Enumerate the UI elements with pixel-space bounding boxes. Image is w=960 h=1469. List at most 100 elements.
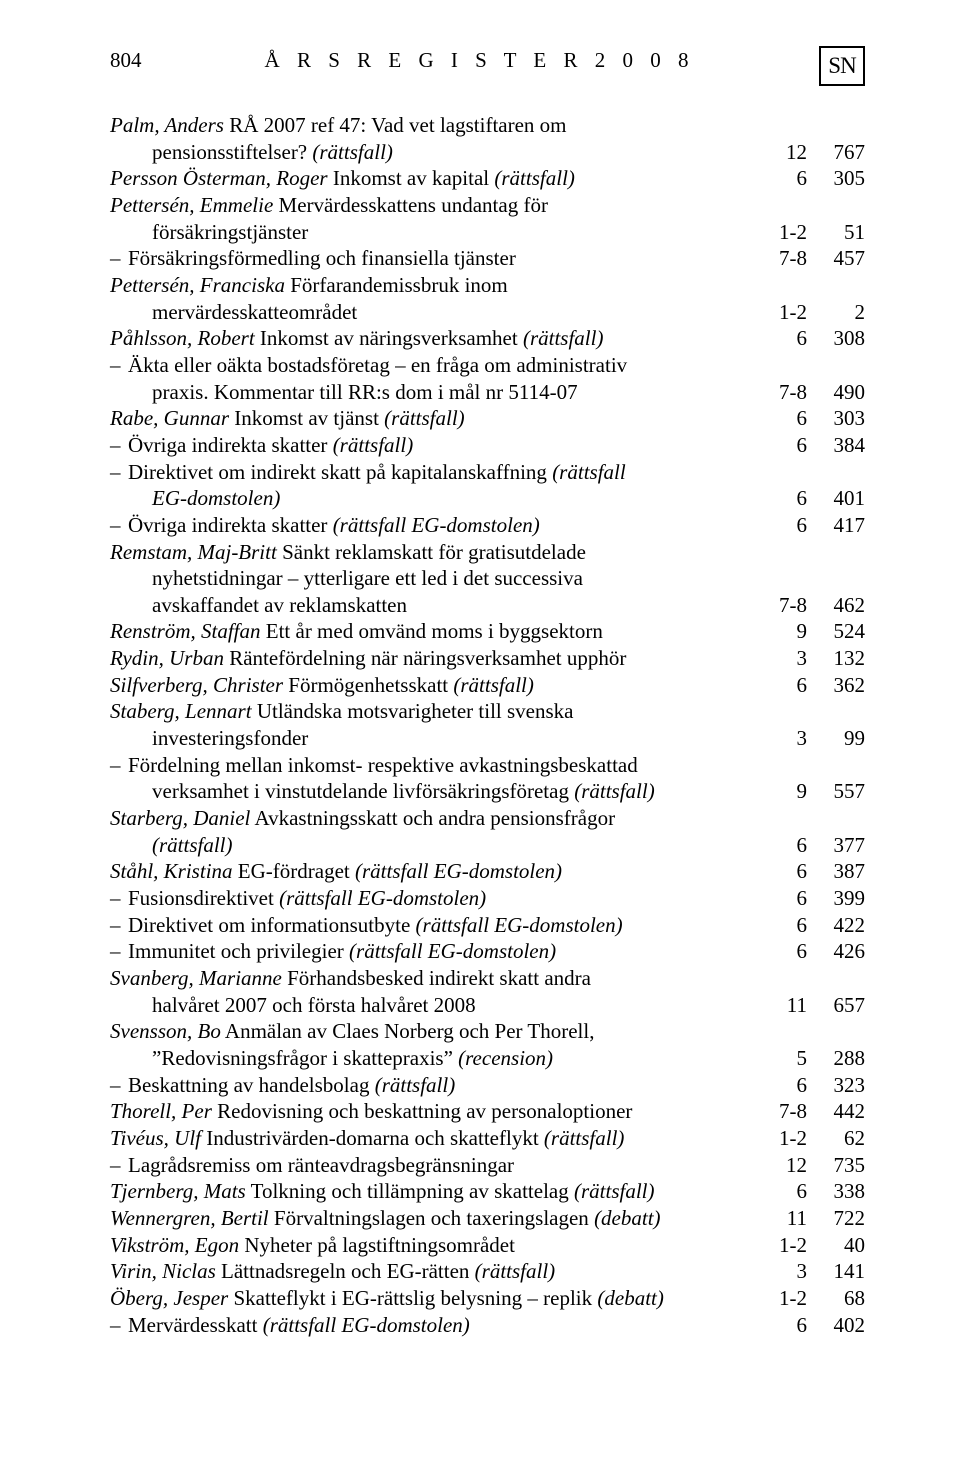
index-issue: 5 [749, 1045, 807, 1072]
index-row: Palm, Anders RÅ 2007 ref 47: Vad vet lag… [110, 112, 865, 139]
index-page: 2 [807, 299, 865, 326]
index-row: –Beskattning av handelsbolag (rättsfall)… [110, 1072, 865, 1099]
index-page: 141 [807, 1258, 865, 1285]
index-text: Thorell, Per Redovisning och beskattning… [110, 1098, 749, 1125]
index-row: Wennergren, Bertil Förvaltningslagen och… [110, 1205, 865, 1232]
index-text: Rydin, Urban Räntefördelning när närings… [110, 645, 749, 672]
index-row: Pettersén, Emmelie Mervärdesskattens und… [110, 192, 865, 219]
index-issue: 1-2 [749, 219, 807, 246]
index-row: Starberg, Daniel Avkastningsskatt och an… [110, 805, 865, 832]
index-issue: 6 [749, 405, 807, 432]
index-page: 524 [807, 618, 865, 645]
index-row: Renström, Staffan Ett år med omvänd moms… [110, 618, 865, 645]
index-page: 462 [807, 592, 865, 619]
index-row: Rydin, Urban Räntefördelning när närings… [110, 645, 865, 672]
index-issue: 3 [749, 645, 807, 672]
index-text: –Äkta eller oäkta bostadsföretag – en fr… [110, 352, 749, 379]
index-page: 722 [807, 1205, 865, 1232]
index-issue: 9 [749, 618, 807, 645]
index-text: Pettersén, Franciska Förfarandemissbruk … [110, 272, 749, 299]
index-text: Vikström, Egon Nyheter på lagstiftningso… [110, 1232, 749, 1259]
index-text: Starberg, Daniel Avkastningsskatt och an… [110, 805, 749, 832]
index-page: 767 [807, 139, 865, 166]
index-issue: 6 [749, 938, 807, 965]
index-page: 490 [807, 379, 865, 406]
index-page: 377 [807, 832, 865, 859]
index-issue: 6 [749, 1178, 807, 1205]
index-row: (rättsfall)6377 [110, 832, 865, 859]
index-text: Pettersén, Emmelie Mervärdesskattens und… [110, 192, 749, 219]
index-page: 323 [807, 1072, 865, 1099]
index-text: Silfverberg, Christer Förmögenhetsskatt … [110, 672, 749, 699]
index-row: –Äkta eller oäkta bostadsföretag – en fr… [110, 352, 865, 379]
index-row: Virin, Niclas Lättnadsregeln och EG-rätt… [110, 1258, 865, 1285]
index-text: Öberg, Jesper Skatteflykt i EG-rättslig … [110, 1285, 749, 1312]
index-row: –Mervärdesskatt (rättsfall EG-domstolen)… [110, 1312, 865, 1339]
index-row: –Övriga indirekta skatter (rättsfall EG-… [110, 512, 865, 539]
index-issue: 6 [749, 858, 807, 885]
index-row: Vikström, Egon Nyheter på lagstiftningso… [110, 1232, 865, 1259]
index-row: –Fusionsdirektivet (rättsfall EG-domstol… [110, 885, 865, 912]
index-row: ”Redovisningsfrågor i skattepraxis” (rec… [110, 1045, 865, 1072]
index-page: 303 [807, 405, 865, 432]
index-row: praxis. Kommentar till RR:s dom i mål nr… [110, 379, 865, 406]
index-text: –Beskattning av handelsbolag (rättsfall) [110, 1072, 749, 1099]
index-page: 657 [807, 992, 865, 1019]
index-issue: 6 [749, 512, 807, 539]
index-issue: 1-2 [749, 299, 807, 326]
index-row: Silfverberg, Christer Förmögenhetsskatt … [110, 672, 865, 699]
index-text: Tjernberg, Mats Tolkning och tillämpning… [110, 1178, 749, 1205]
index-page: 387 [807, 858, 865, 885]
index-row: –Försäkringsförmedling och finansiella t… [110, 245, 865, 272]
index-page: 422 [807, 912, 865, 939]
index-row: –Direktivet om indirekt skatt på kapital… [110, 459, 865, 486]
index-row: EG-domstolen)6401 [110, 485, 865, 512]
index-row: –Lagrådsremiss om ränteavdragsbegränsnin… [110, 1152, 865, 1179]
index-text: –Övriga indirekta skatter (rättsfall EG-… [110, 512, 749, 539]
index-row: –Fördelning mellan inkomst- respektive a… [110, 752, 865, 779]
index-page: 288 [807, 1045, 865, 1072]
index-row: Remstam, Maj-Britt Sänkt reklamskatt för… [110, 539, 865, 566]
index-page: 399 [807, 885, 865, 912]
index-row: Tjernberg, Mats Tolkning och tillämpning… [110, 1178, 865, 1205]
index-page: 308 [807, 325, 865, 352]
index-row: Svanberg, Marianne Förhandsbesked indire… [110, 965, 865, 992]
index-text: Wennergren, Bertil Förvaltningslagen och… [110, 1205, 749, 1232]
index-page: 401 [807, 485, 865, 512]
index-text: –Övriga indirekta skatter (rättsfall) [110, 432, 749, 459]
index-page: 68 [807, 1285, 865, 1312]
index-text: Renström, Staffan Ett år med omvänd moms… [110, 618, 749, 645]
page-header: 804 Å R S R E G I S T E R 2 0 0 8 SN [110, 48, 865, 86]
index-page: 362 [807, 672, 865, 699]
index-page: 442 [807, 1098, 865, 1125]
index-page: 62 [807, 1125, 865, 1152]
index-issue: 11 [749, 992, 807, 1019]
index-issue: 9 [749, 778, 807, 805]
index-row: Påhlsson, Robert Inkomst av näringsverks… [110, 325, 865, 352]
index-text: pensionsstiftelser? (rättsfall) [110, 139, 749, 166]
index-text: Ståhl, Kristina EG-fördraget (rättsfall … [110, 858, 749, 885]
index-text: mervärdesskatteområdet [110, 299, 749, 326]
index-page: 338 [807, 1178, 865, 1205]
index-issue: 7-8 [749, 379, 807, 406]
index-page: 417 [807, 512, 865, 539]
index-page: 557 [807, 778, 865, 805]
index-issue: 6 [749, 832, 807, 859]
index-page: 426 [807, 938, 865, 965]
index-text: Staberg, Lennart Utländska motsvarighete… [110, 698, 749, 725]
index-text: Persson Österman, Roger Inkomst av kapit… [110, 165, 749, 192]
index-row: Tivéus, Ulf Industrivärden-domarna och s… [110, 1125, 865, 1152]
index-page: 402 [807, 1312, 865, 1339]
index-text: praxis. Kommentar till RR:s dom i mål nr… [110, 379, 749, 406]
index-text: Virin, Niclas Lättnadsregeln och EG-rätt… [110, 1258, 749, 1285]
index-page: 735 [807, 1152, 865, 1179]
index-page: 384 [807, 432, 865, 459]
index-issue: 7-8 [749, 245, 807, 272]
index-entries: Palm, Anders RÅ 2007 ref 47: Vad vet lag… [110, 112, 865, 1338]
index-row: Thorell, Per Redovisning och beskattning… [110, 1098, 865, 1125]
index-issue: 6 [749, 325, 807, 352]
index-row: halvåret 2007 och första halvåret 200811… [110, 992, 865, 1019]
index-page: 40 [807, 1232, 865, 1259]
index-issue: 6 [749, 1312, 807, 1339]
index-issue: 6 [749, 912, 807, 939]
